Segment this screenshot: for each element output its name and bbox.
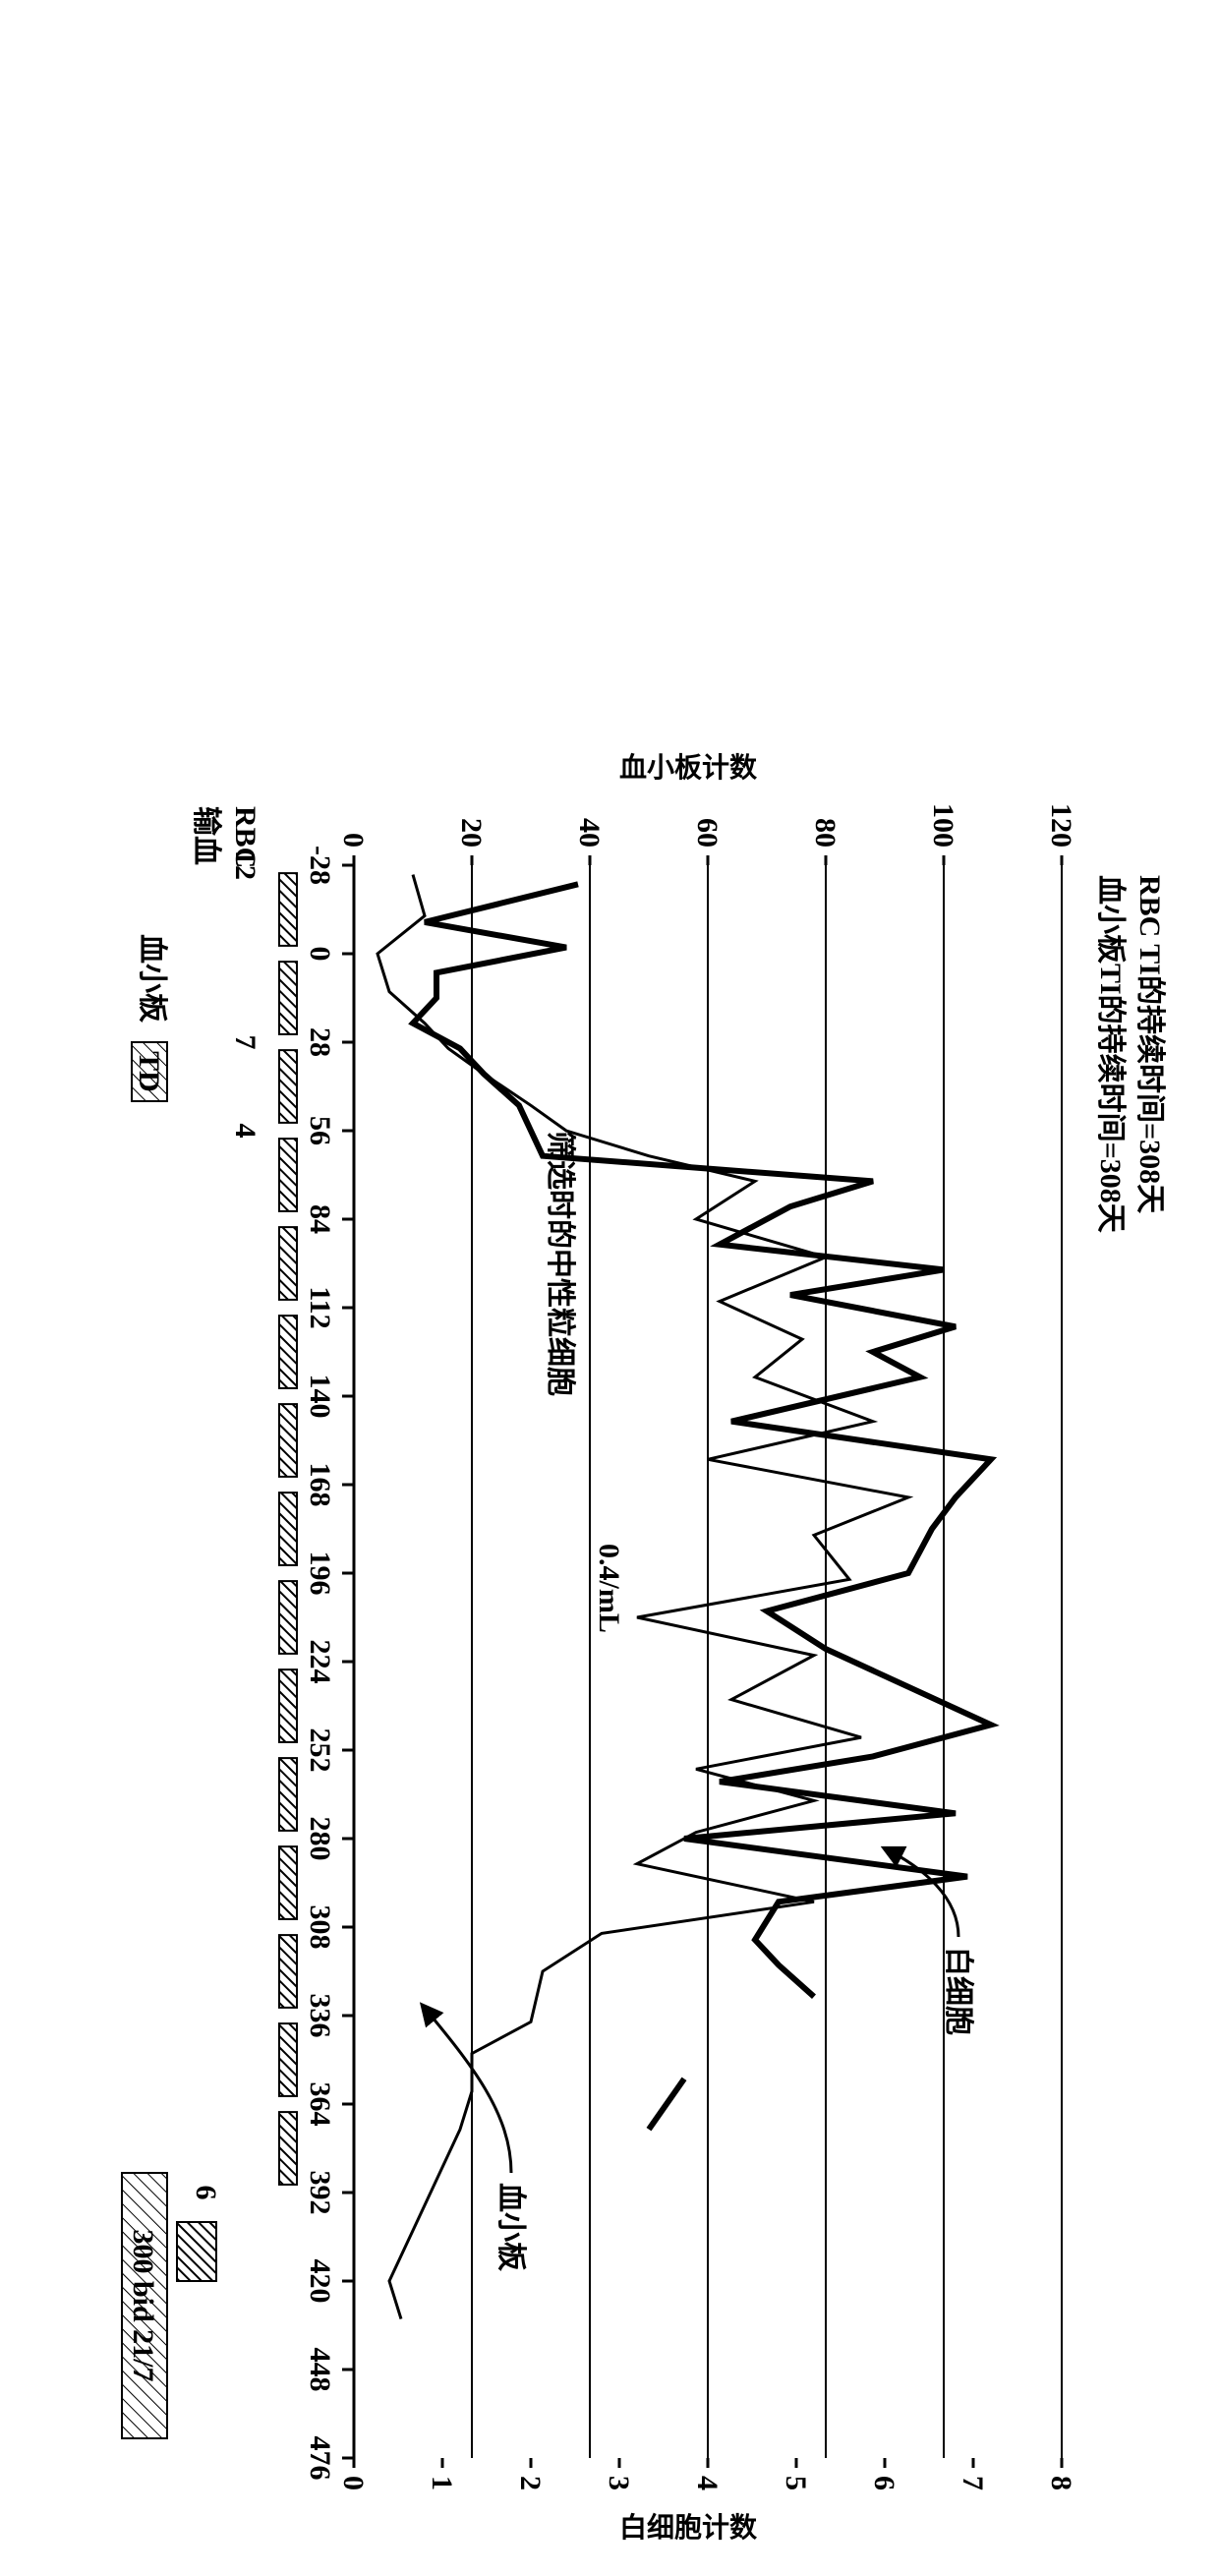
svg-text:3: 3 — [603, 2476, 635, 2490]
svg-text:120: 120 — [1045, 803, 1077, 848]
svg-text:112: 112 — [304, 1286, 336, 1328]
svg-text:8: 8 — [1045, 2476, 1077, 2490]
svg-text:392: 392 — [304, 2171, 336, 2215]
svg-text:100: 100 — [927, 803, 959, 848]
y-left-axis-label: 血小板计数 — [619, 751, 758, 784]
svg-text:448: 448 — [304, 2348, 336, 2392]
wbc-callout-label: 白细胞 — [942, 1947, 974, 2035]
gridlines — [472, 865, 1062, 2458]
svg-text:280: 280 — [304, 1817, 336, 1861]
svg-text:20: 20 — [455, 818, 488, 848]
svg-text:28: 28 — [304, 1027, 336, 1057]
svg-text:140: 140 — [304, 1375, 336, 1419]
legend-hatch-swatch — [177, 2222, 216, 2281]
svg-text:56: 56 — [304, 1116, 336, 1145]
x-ticks: -28 0 28 56 84 112 140 168 196 224 252 280 308 336 364… — [304, 846, 354, 2481]
platelet-callout-label: 血小板 — [494, 2183, 527, 2271]
svg-text:5: 5 — [780, 2476, 812, 2490]
svg-text:1: 1 — [426, 2476, 458, 2490]
neutrophil-value: 0.4/mL — [593, 1544, 625, 1633]
rbc-values-row: 12 7 4 — [229, 850, 261, 1139]
svg-text:40: 40 — [573, 818, 606, 848]
platelet-callout-pointer — [423, 2006, 511, 2173]
svg-text:84: 84 — [304, 1204, 336, 1234]
chart-title-1: RBC TI的持续时间=308天 — [1133, 875, 1166, 1213]
svg-text:2: 2 — [514, 2476, 547, 2490]
plot-area: RBC TI的持续时间=308天 血小板TI的持续时间=308天 0204060… — [122, 751, 1166, 2544]
svg-text:336: 336 — [304, 1994, 336, 2038]
svg-text:12: 12 — [229, 850, 261, 880]
svg-text:4: 4 — [229, 1124, 261, 1139]
y-right-axis-label: 白细胞计数 — [619, 2511, 758, 2544]
chart-title-2: 血小板TI的持续时间=308天 — [1094, 875, 1127, 1233]
svg-text:4: 4 — [691, 2476, 724, 2490]
svg-text:308: 308 — [304, 1905, 336, 1950]
neutrophil-annotation: 筛选时的中性粒细胞 — [544, 1131, 577, 1396]
svg-text:168: 168 — [304, 1463, 336, 1507]
svg-text:224: 224 — [304, 1640, 336, 1684]
svg-text:364: 364 — [304, 2082, 336, 2127]
transfusion-row-label: 输血 — [190, 806, 222, 865]
svg-text:6: 6 — [868, 2476, 900, 2490]
legend-platelet-label: 血小板 — [136, 934, 168, 1023]
legend-td-text: TD — [133, 1051, 165, 1092]
svg-text:252: 252 — [304, 1728, 336, 1773]
wbc-callout-pointer — [885, 1848, 958, 1937]
svg-text:0: 0 — [304, 947, 336, 962]
chart-svg: RBC TI的持续时间=308天 血小板TI的持续时间=308天 0204060… — [20, 708, 1199, 2576]
svg-text:7: 7 — [957, 2476, 989, 2490]
svg-text:420: 420 — [304, 2259, 336, 2304]
svg-text:7: 7 — [229, 1035, 261, 1050]
chart-container: RBC TI的持续时间=308天 血小板TI的持续时间=308天 0204060… — [0, 708, 1199, 1888]
y-right-ticks: 0 1 2 3 4 5 6 7 8 — [337, 2458, 1077, 2490]
svg-text:196: 196 — [304, 1551, 336, 1596]
legend-dose-text: 300 bid 21/7 — [127, 2229, 159, 2381]
six-value: 6 — [190, 2186, 222, 2200]
svg-text:476: 476 — [304, 2436, 336, 2481]
y-left-ticks: 0 20 40 60 80 100 120 — [337, 803, 1077, 865]
svg-text:-28: -28 — [304, 846, 336, 885]
svg-text:60: 60 — [691, 818, 724, 848]
svg-text:0: 0 — [337, 833, 370, 848]
svg-text:0: 0 — [337, 2476, 370, 2490]
series-wbc-break — [649, 2078, 684, 2129]
dose-track — [279, 873, 297, 2185]
svg-text:80: 80 — [809, 818, 842, 848]
